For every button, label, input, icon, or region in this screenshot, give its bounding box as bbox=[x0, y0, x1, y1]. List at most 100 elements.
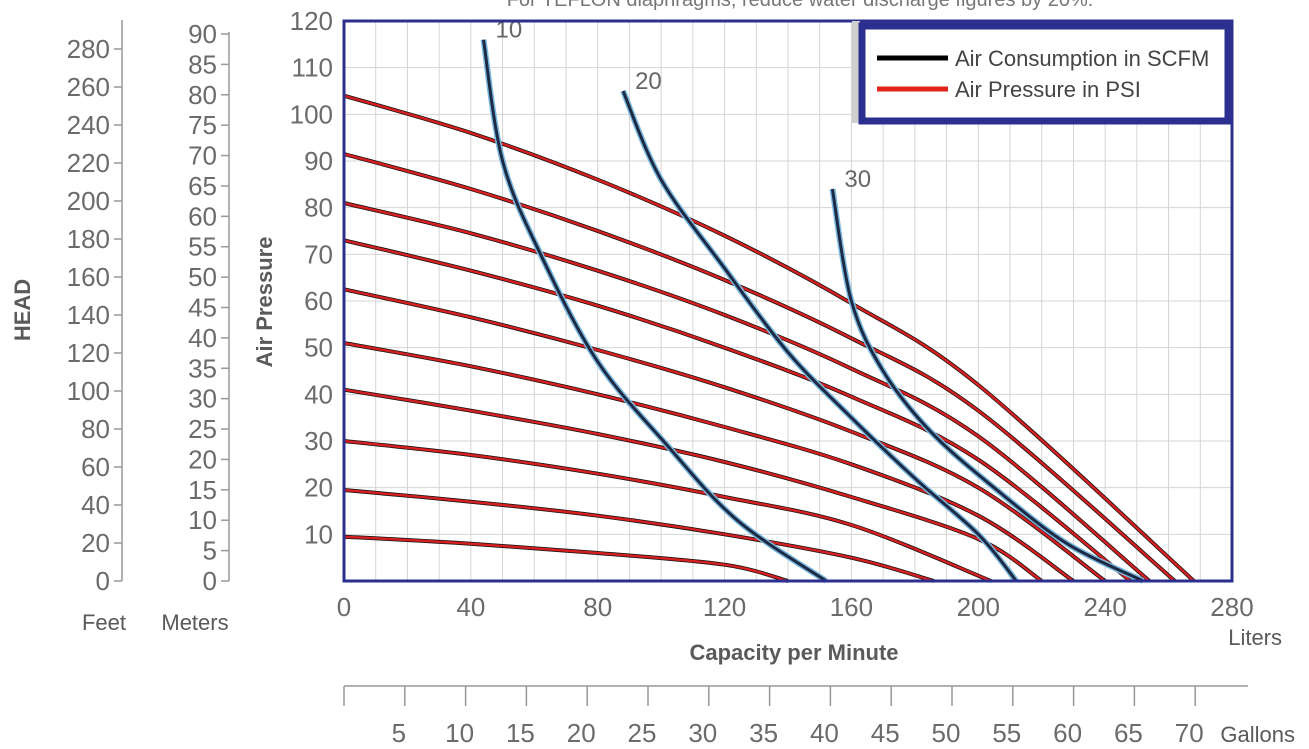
x-tick-label: 200 bbox=[957, 592, 1000, 622]
y-tick-label: 50 bbox=[304, 333, 333, 363]
meter-tick-label: 5 bbox=[203, 536, 217, 566]
meter-tick-label: 85 bbox=[188, 49, 217, 79]
meter-tick-label: 80 bbox=[188, 80, 217, 110]
gallon-tick-label: 30 bbox=[688, 718, 717, 748]
legend-label-consumption: Air Consumption in SCFM bbox=[955, 46, 1209, 71]
meter-tick-label: 70 bbox=[188, 141, 217, 171]
gallon-tick-label: 50 bbox=[932, 718, 961, 748]
meter-tick-label: 75 bbox=[188, 110, 217, 140]
legend-label-pressure: Air Pressure in PSI bbox=[955, 77, 1141, 102]
meter-tick-label: 65 bbox=[188, 171, 217, 201]
gallon-tick-label: 65 bbox=[1114, 718, 1143, 748]
y-axis-title: Air Pressure bbox=[252, 237, 277, 368]
y-tick-label: 80 bbox=[304, 193, 333, 223]
x-tick-label: 120 bbox=[703, 592, 746, 622]
meter-tick-label: 20 bbox=[188, 444, 217, 474]
y-tick-label: 110 bbox=[292, 53, 333, 83]
x-tick-label: 160 bbox=[830, 592, 873, 622]
gallons-axis: 5 10 15 20 25 30 35 40 45 50 55 60 65 70 Gallons bbox=[343, 685, 1295, 748]
pressure-curve bbox=[343, 341, 1075, 583]
x-axis-title: Capacity per Minute bbox=[689, 640, 898, 665]
head-feet-unit: Feet bbox=[82, 610, 126, 635]
gallon-tick-label: 25 bbox=[628, 718, 657, 748]
consumption-curve bbox=[621, 90, 1018, 582]
pressure-curve bbox=[343, 239, 1132, 582]
gallon-tick-label: 15 bbox=[506, 718, 535, 748]
meter-tick-label: 30 bbox=[188, 384, 217, 414]
pressure-curve bbox=[343, 288, 1106, 583]
chart-note: For TEFLON diaphragms, reduce water disc… bbox=[507, 0, 1094, 11]
feet-tick-label: 60 bbox=[81, 452, 110, 482]
y-tick-label: 30 bbox=[304, 426, 333, 456]
meter-tick-label: 45 bbox=[188, 293, 217, 323]
gallon-tick-label: 45 bbox=[871, 718, 900, 748]
x-tick-label: 40 bbox=[456, 592, 485, 622]
x-tick-label: 240 bbox=[1083, 592, 1126, 622]
feet-tick-label: 40 bbox=[81, 490, 110, 520]
gallon-tick-label: 10 bbox=[445, 718, 474, 748]
feet-tick-label: 140 bbox=[67, 300, 110, 330]
meter-tick-label: 35 bbox=[188, 353, 217, 383]
feet-tick-label: 100 bbox=[67, 376, 110, 406]
feet-tick-label: 80 bbox=[81, 414, 110, 444]
head-feet-axis: 020406080100120140160180200220240260280 … bbox=[10, 20, 126, 635]
x-liters-unit: Liters bbox=[1228, 625, 1282, 650]
meter-tick-label: 55 bbox=[188, 232, 217, 262]
plot-frame bbox=[342, 19, 1234, 583]
feet-tick-label: 240 bbox=[67, 110, 110, 140]
feet-tick-label: 280 bbox=[67, 34, 110, 64]
y-tick-label: 60 bbox=[304, 286, 333, 316]
pressure-curve bbox=[343, 201, 1151, 582]
feet-tick-label: 160 bbox=[67, 262, 110, 292]
meter-tick-label: 10 bbox=[188, 505, 217, 535]
legend: Air Consumption in SCFM Air Pressure in … bbox=[852, 21, 1232, 125]
consumption-curve bbox=[830, 188, 1144, 583]
meter-tick-label: 25 bbox=[188, 414, 217, 444]
feet-tick-label: 220 bbox=[67, 148, 110, 178]
y-tick-label: 10 bbox=[304, 519, 333, 549]
meter-tick-label: 50 bbox=[188, 262, 217, 292]
x-tick-label: 0 bbox=[337, 592, 351, 622]
plot-area: 10 20 30 40 50 60 70 80 90 100 110 120 0 40 80 120 160 2… bbox=[290, 6, 1254, 622]
meter-tick-label: 0 bbox=[203, 566, 217, 596]
consumption-curve-label: 30 bbox=[844, 166, 871, 193]
meter-tick-label: 15 bbox=[188, 475, 217, 505]
gallon-tick-label: 5 bbox=[392, 718, 406, 748]
pressure-curve bbox=[343, 152, 1176, 582]
gallon-tick-label: 70 bbox=[1175, 718, 1204, 748]
gallon-tick-label: 55 bbox=[992, 718, 1021, 748]
x-tick-label: 80 bbox=[583, 592, 612, 622]
y-tick-label: 100 bbox=[290, 99, 333, 129]
feet-tick-label: 20 bbox=[81, 528, 110, 558]
feet-tick-label: 0 bbox=[96, 566, 110, 596]
gallons-unit: Gallons bbox=[1220, 722, 1295, 747]
consumption-curve bbox=[482, 39, 827, 583]
consumption-curve-label: 20 bbox=[635, 68, 662, 95]
gallon-tick-label: 35 bbox=[749, 718, 778, 748]
gallon-tick-label: 20 bbox=[567, 718, 596, 748]
gallon-tick-label: 60 bbox=[1053, 718, 1082, 748]
pressure-curve bbox=[343, 94, 1195, 582]
y-tick-label: 70 bbox=[304, 239, 333, 269]
gallon-tick-label: 40 bbox=[810, 718, 839, 748]
y-tick-label: 90 bbox=[304, 146, 333, 176]
head-meters-unit: Meters bbox=[161, 610, 228, 635]
meter-tick-label: 60 bbox=[188, 201, 217, 231]
meter-tick-label: 40 bbox=[188, 323, 217, 353]
y-tick-label: 20 bbox=[304, 473, 333, 503]
x-tick-label: 280 bbox=[1210, 592, 1253, 622]
feet-tick-label: 120 bbox=[67, 338, 110, 368]
feet-tick-label: 180 bbox=[67, 224, 110, 254]
pressure-curve bbox=[343, 439, 992, 583]
y-tick-label: 40 bbox=[304, 379, 333, 409]
y-tick-label: 120 bbox=[290, 6, 333, 36]
pressure-curve bbox=[343, 535, 789, 583]
meter-tick-label: 90 bbox=[188, 19, 217, 49]
pressure-curve bbox=[343, 488, 935, 583]
feet-tick-label: 260 bbox=[67, 72, 110, 102]
feet-tick-label: 200 bbox=[67, 186, 110, 216]
pressure-curve bbox=[343, 388, 1043, 583]
head-title: HEAD bbox=[10, 279, 35, 341]
